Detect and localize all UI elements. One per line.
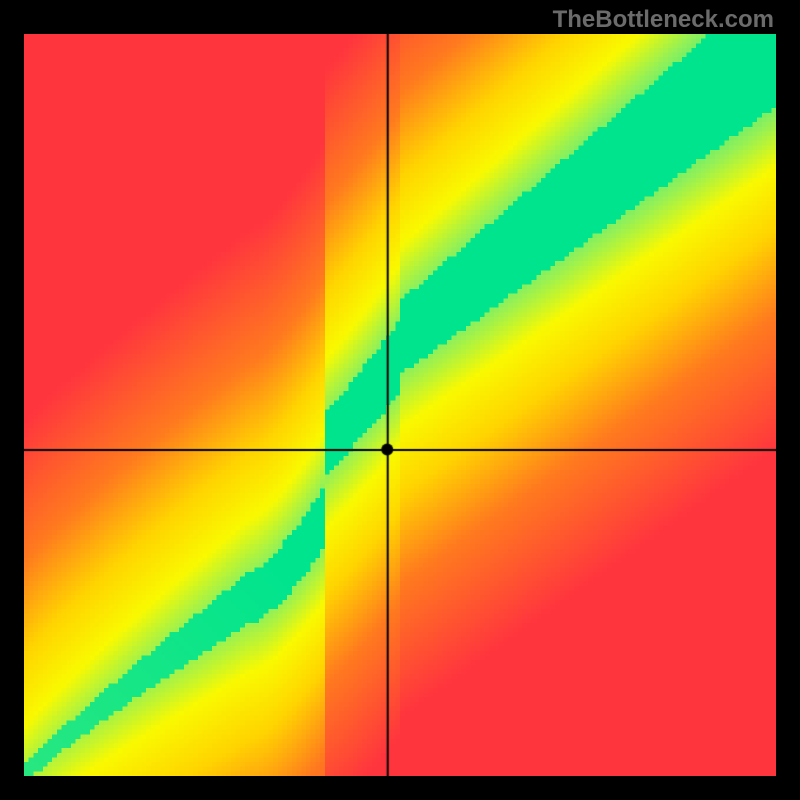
watermark-text: TheBottleneck.com bbox=[553, 6, 774, 34]
bottleneck-heatmap bbox=[24, 34, 776, 776]
chart-container: TheBottleneck.com bbox=[0, 0, 800, 800]
